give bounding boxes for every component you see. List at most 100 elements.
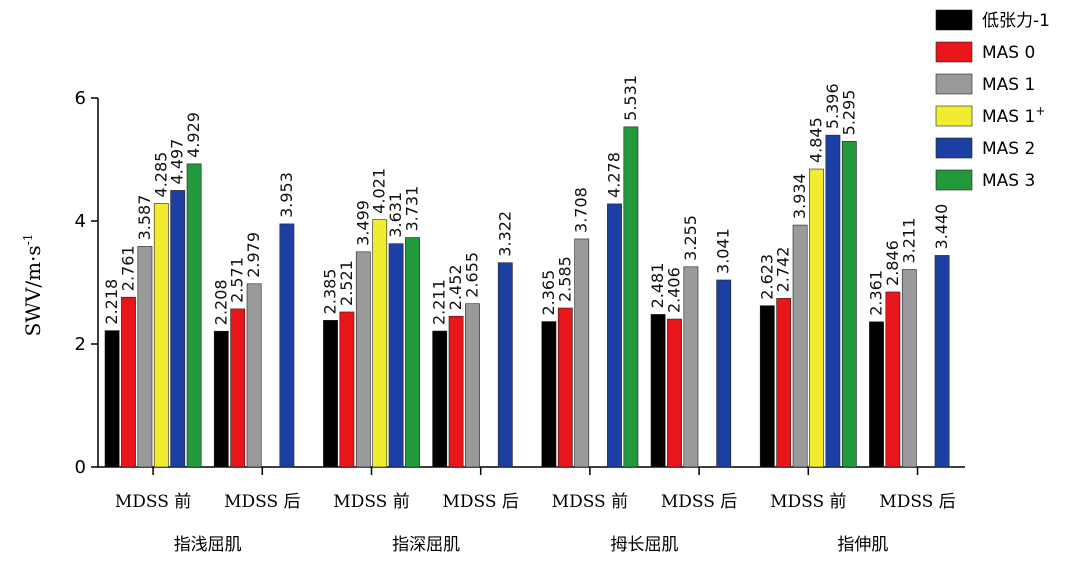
x-category-label: MDSS 后 <box>879 492 955 512</box>
data-label: 2.623 <box>757 254 776 300</box>
data-label: 4.278 <box>605 152 624 198</box>
data-label: 3.631 <box>386 192 405 238</box>
data-label: 3.041 <box>714 228 733 274</box>
bar <box>869 321 884 468</box>
legend-label-text: MAS 2 <box>982 139 1035 159</box>
data-label: 3.322 <box>495 211 514 257</box>
data-label: 2.979 <box>244 232 263 278</box>
bar <box>170 190 186 468</box>
bar <box>405 237 420 468</box>
data-label: 4.845 <box>807 117 826 163</box>
data-label: 2.208 <box>211 279 230 325</box>
x-category-label: MDSS 后 <box>661 492 737 512</box>
legend-label: MAS 1+ <box>982 104 1045 127</box>
data-label: 3.255 <box>681 215 700 261</box>
data-label: 2.742 <box>774 247 793 293</box>
data-label: 2.585 <box>555 256 574 302</box>
data-label: 2.361 <box>867 270 886 316</box>
bar <box>650 314 666 468</box>
bar <box>213 330 229 468</box>
bar <box>667 318 682 468</box>
bar <box>607 203 622 468</box>
x-category-label: MDSS 前 <box>552 492 628 512</box>
data-label: 2.655 <box>463 252 482 298</box>
data-label: 2.452 <box>446 264 465 310</box>
bar <box>683 266 699 468</box>
x-category-label: MDSS 前 <box>770 492 846 512</box>
bar <box>104 330 120 468</box>
bar <box>557 307 573 468</box>
data-label: 2.365 <box>539 270 558 316</box>
bar <box>448 315 464 468</box>
y-axis: 0 2 4 6 SWV/m·s-1 <box>21 88 99 478</box>
bar <box>825 134 841 468</box>
legend-swatch <box>935 73 973 95</box>
data-label: 4.929 <box>184 112 203 158</box>
bar <box>432 330 448 468</box>
bar <box>809 168 824 468</box>
data-label: 3.440 <box>932 204 951 250</box>
data-label: 2.571 <box>228 257 247 303</box>
bars <box>104 126 950 468</box>
bar <box>716 279 732 468</box>
data-label: 5.531 <box>621 75 640 121</box>
data-label: 2.211 <box>430 279 449 325</box>
bar <box>497 262 513 468</box>
data-label: 2.761 <box>119 245 138 291</box>
legend-label: 低张力-1 <box>982 11 1050 31</box>
bar <box>885 291 901 468</box>
bar <box>137 246 153 468</box>
legend-swatch <box>935 169 973 191</box>
data-label: 2.846 <box>883 240 902 286</box>
bar <box>323 320 338 468</box>
data-label: 3.587 <box>135 195 154 241</box>
bar <box>339 311 355 468</box>
data-label: 3.934 <box>790 173 809 219</box>
bar <box>574 238 590 468</box>
legend-label-superscript: + <box>1035 104 1045 118</box>
group-label: 指深屈肌 <box>392 535 460 555</box>
data-label: 2.218 <box>102 279 121 325</box>
legend-label: MAS 1 <box>982 75 1035 95</box>
legend-swatch <box>935 137 973 159</box>
legend-label-text: 低张力-1 <box>982 11 1050 31</box>
bar <box>121 296 136 468</box>
data-label: 3.211 <box>899 218 918 264</box>
legend-label: MAS 0 <box>982 43 1035 63</box>
bar <box>792 224 808 468</box>
bar <box>901 269 917 468</box>
data-label: 4.497 <box>168 139 187 185</box>
legend-swatch <box>935 105 973 127</box>
bar <box>372 219 388 468</box>
bar <box>186 163 202 468</box>
group-label: 拇长屈肌 <box>611 535 679 555</box>
x-category-label: MDSS 前 <box>115 492 191 512</box>
y-tick-label: 2 <box>75 334 86 355</box>
data-label: 2.406 <box>665 267 684 313</box>
data-label: 3.499 <box>353 200 372 246</box>
legend-label-text: MAS 1 <box>982 107 1035 127</box>
x-category-label: MDSS 后 <box>442 492 518 512</box>
bar <box>388 243 404 468</box>
data-label: 5.396 <box>823 83 842 129</box>
data-label: 3.731 <box>403 186 422 232</box>
y-tick-label: 6 <box>75 88 86 109</box>
legend-label-text: MAS 0 <box>982 43 1035 63</box>
bar <box>246 283 262 468</box>
group-label: 指浅屈肌 <box>174 535 242 555</box>
bar <box>279 223 295 468</box>
bar <box>153 203 169 468</box>
bar <box>465 303 480 468</box>
data-label: 4.285 <box>151 152 170 198</box>
legend-label: MAS 3 <box>982 171 1035 191</box>
y-axis-title-superscript: -1 <box>21 234 35 246</box>
bar <box>776 298 792 468</box>
data-label: 5.295 <box>839 90 858 136</box>
bar <box>355 251 371 468</box>
data-label: 3.953 <box>277 172 296 218</box>
data-label: 3.708 <box>572 187 591 233</box>
